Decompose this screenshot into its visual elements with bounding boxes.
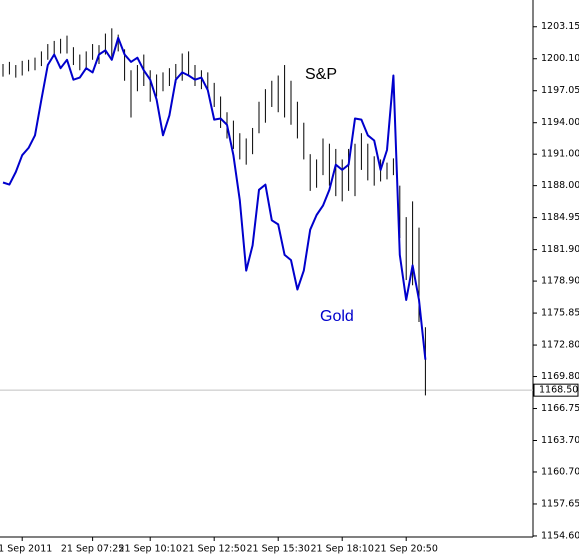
x-tick-label: 21 Sep 12:50 (182, 544, 245, 555)
x-tick-label: 21 Sep 18:10 (310, 544, 373, 555)
y-tick-label: 1175.85 (541, 308, 579, 319)
x-tick-label: 21 Sep 07:25 (61, 544, 124, 555)
y-tick-label: 1172.80 (541, 340, 579, 351)
series-label: Gold (320, 308, 354, 325)
y-tick-label: 1203.15 (541, 21, 579, 32)
x-tick-label: 21 Sep 20:50 (374, 544, 437, 555)
x-tick-label: 21 Sep 10:10 (118, 544, 181, 555)
gold-line (2, 36, 427, 360)
x-tick-label: 21 Sep 2011 (0, 544, 52, 555)
series-label: S&P (305, 66, 337, 83)
last-price-box (533, 383, 579, 397)
y-tick-label: 1194.00 (541, 117, 579, 128)
y-tick-label: 1188.00 (541, 180, 579, 191)
y-tick-label: 1181.90 (541, 244, 579, 255)
y-tick-label: 1160.70 (541, 466, 579, 477)
y-tick-label: 1184.95 (541, 212, 579, 223)
x-tick-label: 21 Sep 15:30 (246, 544, 309, 555)
y-tick-label: 1200.10 (541, 53, 579, 64)
y-tick-label: 1157.65 (541, 498, 579, 509)
y-tick-label: 1191.00 (541, 149, 579, 160)
y-tick-label: 1163.70 (541, 435, 579, 446)
y-tick-label: 1197.05 (541, 85, 579, 96)
last-price-label: 1168.50 (539, 385, 578, 396)
y-tick-label: 1169.80 (541, 371, 579, 382)
y-tick-label: 1154.60 (541, 530, 579, 541)
y-tick-label: 1178.90 (541, 276, 579, 287)
y-tick-label: 1166.75 (541, 403, 579, 414)
